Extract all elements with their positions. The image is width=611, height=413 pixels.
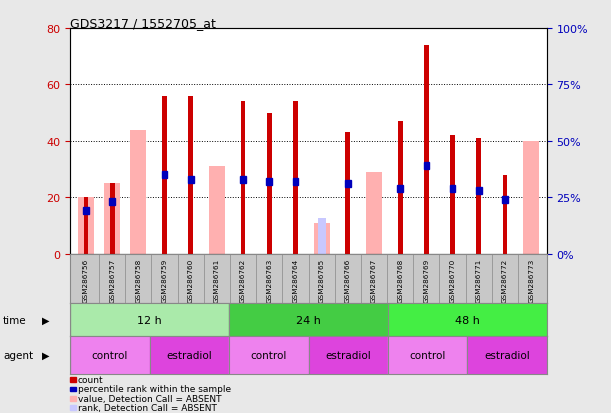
Bar bbox=[84, 198, 89, 254]
Bar bbox=[267, 113, 272, 254]
Bar bbox=[240, 176, 246, 183]
Bar bbox=[318, 218, 326, 254]
Bar bbox=[83, 208, 89, 215]
Bar bbox=[388, 304, 547, 337]
Text: count: count bbox=[78, 375, 103, 385]
Bar bbox=[398, 122, 403, 254]
Text: control: control bbox=[251, 350, 287, 360]
Bar bbox=[150, 337, 229, 374]
Bar bbox=[450, 185, 455, 192]
Bar bbox=[241, 102, 246, 254]
Bar bbox=[110, 184, 114, 254]
Text: control: control bbox=[92, 350, 128, 360]
Bar bbox=[70, 337, 150, 374]
Text: GSM286764: GSM286764 bbox=[293, 258, 298, 302]
Bar bbox=[104, 184, 120, 254]
Bar bbox=[162, 172, 167, 179]
Text: GSM286758: GSM286758 bbox=[136, 258, 141, 302]
Text: time: time bbox=[3, 315, 27, 325]
Bar bbox=[345, 133, 350, 254]
Text: GSM286768: GSM286768 bbox=[397, 258, 403, 302]
Bar bbox=[188, 176, 194, 183]
Bar bbox=[467, 337, 547, 374]
Text: control: control bbox=[409, 350, 446, 360]
Bar bbox=[314, 223, 329, 254]
Text: estradiol: estradiol bbox=[167, 350, 212, 360]
Bar bbox=[229, 337, 309, 374]
Bar bbox=[523, 141, 539, 254]
Text: estradiol: estradiol bbox=[326, 350, 371, 360]
Text: GSM286772: GSM286772 bbox=[502, 258, 508, 302]
Bar bbox=[131, 130, 146, 254]
Bar bbox=[309, 337, 388, 374]
Text: GSM286760: GSM286760 bbox=[188, 258, 194, 302]
Text: GSM286759: GSM286759 bbox=[161, 258, 167, 302]
Text: GSM286766: GSM286766 bbox=[345, 258, 351, 302]
Text: 48 h: 48 h bbox=[455, 315, 480, 325]
Bar bbox=[397, 185, 403, 192]
Bar bbox=[424, 46, 429, 254]
Text: percentile rank within the sample: percentile rank within the sample bbox=[78, 385, 231, 394]
Bar bbox=[502, 197, 508, 204]
Text: rank, Detection Call = ABSENT: rank, Detection Call = ABSENT bbox=[78, 403, 216, 412]
Text: GSM286762: GSM286762 bbox=[240, 258, 246, 302]
Bar bbox=[366, 172, 382, 254]
Text: ▶: ▶ bbox=[42, 350, 49, 360]
Bar bbox=[162, 96, 167, 254]
Bar bbox=[503, 175, 507, 254]
Text: GSM286761: GSM286761 bbox=[214, 258, 220, 302]
Text: 24 h: 24 h bbox=[296, 315, 321, 325]
Bar bbox=[209, 167, 225, 254]
Text: GSM286769: GSM286769 bbox=[423, 258, 430, 302]
Text: value, Detection Call = ABSENT: value, Detection Call = ABSENT bbox=[78, 394, 221, 403]
Bar bbox=[345, 181, 351, 188]
Text: estradiol: estradiol bbox=[485, 350, 530, 360]
Text: GSM286771: GSM286771 bbox=[476, 258, 481, 302]
Text: GSM286773: GSM286773 bbox=[528, 258, 534, 302]
Bar bbox=[476, 188, 481, 195]
Text: GSM286757: GSM286757 bbox=[109, 258, 115, 302]
Text: 12 h: 12 h bbox=[137, 315, 162, 325]
Bar bbox=[229, 304, 388, 337]
Text: GSM286763: GSM286763 bbox=[266, 258, 273, 302]
Bar bbox=[78, 198, 94, 254]
Bar bbox=[188, 96, 193, 254]
Bar bbox=[450, 136, 455, 254]
Text: GSM286765: GSM286765 bbox=[319, 258, 324, 302]
Text: GSM286767: GSM286767 bbox=[371, 258, 377, 302]
Text: GSM286756: GSM286756 bbox=[83, 258, 89, 302]
Bar bbox=[477, 139, 481, 254]
Bar bbox=[293, 102, 298, 254]
Bar bbox=[70, 304, 229, 337]
Bar bbox=[293, 178, 298, 185]
Text: GDS3217 / 1552705_at: GDS3217 / 1552705_at bbox=[70, 17, 216, 29]
Bar bbox=[266, 178, 272, 185]
Bar bbox=[388, 337, 467, 374]
Text: GSM286770: GSM286770 bbox=[450, 258, 456, 302]
Bar bbox=[423, 163, 429, 170]
Bar bbox=[109, 199, 115, 206]
Text: agent: agent bbox=[3, 350, 33, 360]
Text: ▶: ▶ bbox=[42, 315, 49, 325]
